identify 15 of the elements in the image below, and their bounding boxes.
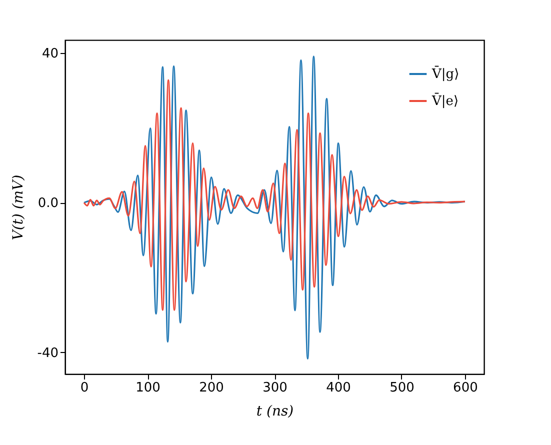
x-axis-title: t (ns) (256, 404, 294, 420)
y-axis-title: V(t) (mV) (10, 174, 26, 240)
legend-label: V̄|g⟩ (431, 66, 460, 82)
y-tick-label: 40 (42, 46, 58, 62)
x-tick-label: 0 (80, 380, 89, 396)
x-tick-label: 600 (453, 380, 478, 396)
legend-label: V̄|e⟩ (431, 92, 459, 109)
y-tick-label: 0.0 (38, 196, 58, 212)
x-tick-label: 300 (262, 380, 288, 396)
line-series (83, 79, 466, 311)
x-tick-label: 500 (390, 380, 414, 396)
x-tick-label: 200 (199, 380, 224, 396)
x-tick-label: 400 (326, 380, 351, 396)
y-tick-label: -40 (37, 346, 58, 361)
x-tick-label: 100 (136, 380, 160, 396)
